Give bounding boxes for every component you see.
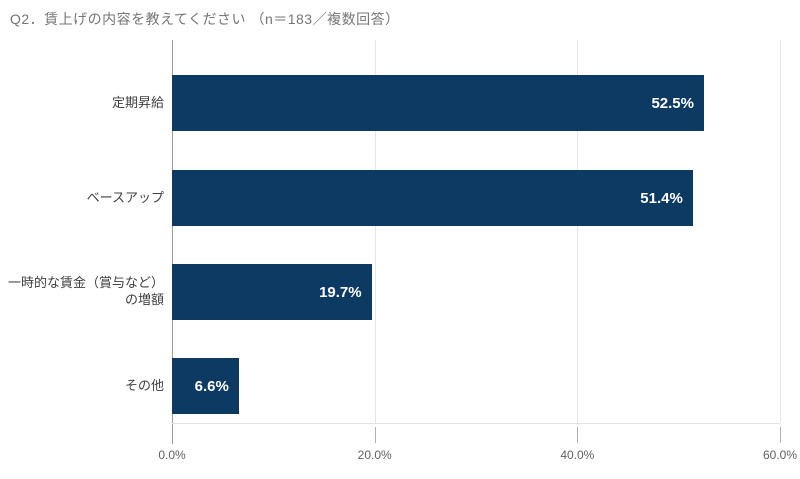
category-label: 定期昇給 (0, 75, 164, 131)
bar-1: 52.5% (172, 75, 704, 131)
x-axis-tick (577, 427, 579, 443)
category-label-line: その他 (124, 377, 164, 393)
bar-3: 19.7% (172, 264, 372, 320)
x-axis-baseline (172, 423, 780, 424)
value-label: 19.7% (319, 283, 362, 301)
category-label-line: 定期昇給 (111, 94, 164, 110)
value-label: 52.5% (651, 94, 694, 112)
x-axis-tick-label: 0.0% (158, 448, 186, 462)
x-axis-tick-label: 20.0% (357, 448, 392, 462)
bar-2: 51.4% (172, 170, 693, 226)
x-axis-tick (374, 427, 376, 443)
bar-4: 6.6% (172, 358, 239, 414)
x-axis-tick (780, 427, 781, 443)
category-label: その他 (0, 358, 164, 414)
y-axis-line (172, 40, 173, 444)
x-axis-tick-label: 40.0% (560, 448, 595, 462)
category-label-line: ベースアップ (86, 189, 164, 205)
category-label-line: 一時的な賃金（賞与など） (7, 275, 164, 291)
plot-area: 52.5% 51.4% 19.7% 6.6% (172, 40, 781, 423)
x-axis-tick-label: 60.0% (762, 448, 798, 462)
value-label: 6.6% (194, 377, 229, 395)
category-label: ベースアップ (0, 170, 164, 226)
chart-title: Q2．賃上げの内容を教えてください （n＝183／複数回答） (10, 11, 400, 27)
gridline (780, 40, 781, 423)
value-label: 51.4% (640, 189, 683, 207)
gridline (577, 40, 579, 423)
category-label: 一時的な賃金（賞与など） の増額 (0, 264, 164, 320)
gridline (374, 40, 376, 423)
category-label-line: の増額 (124, 292, 164, 307)
